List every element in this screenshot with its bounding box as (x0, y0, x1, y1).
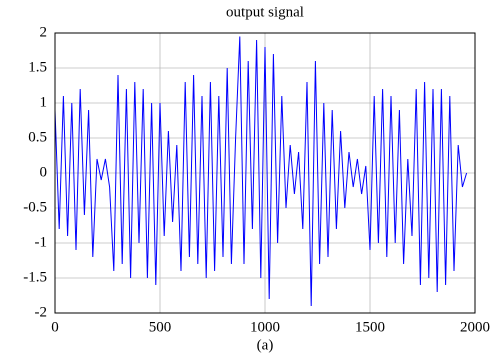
y-tick-label: -0.5 (23, 199, 47, 215)
x-tick-label: 0 (51, 319, 59, 335)
x-axis-label: (a) (257, 337, 274, 353)
x-tick-label: 500 (149, 319, 172, 335)
y-tick-label: -1 (35, 234, 48, 250)
y-tick-label: -1.5 (23, 269, 47, 285)
signal-line (54, 36, 468, 307)
y-tick-label: 2 (40, 24, 48, 40)
x-tick-label: 1000 (250, 319, 280, 335)
y-tick-label: 0.5 (28, 129, 47, 145)
y-tick-label: 0 (40, 164, 48, 180)
y-tick-label: 1.5 (28, 59, 47, 75)
x-tick-label: 2000 (460, 319, 490, 335)
chart-title: output signal (226, 4, 304, 20)
x-tick-label: 1500 (355, 319, 385, 335)
y-tick-label: -2 (35, 304, 48, 320)
y-tick-label: 1 (40, 94, 48, 110)
plot-frame (54, 32, 476, 314)
